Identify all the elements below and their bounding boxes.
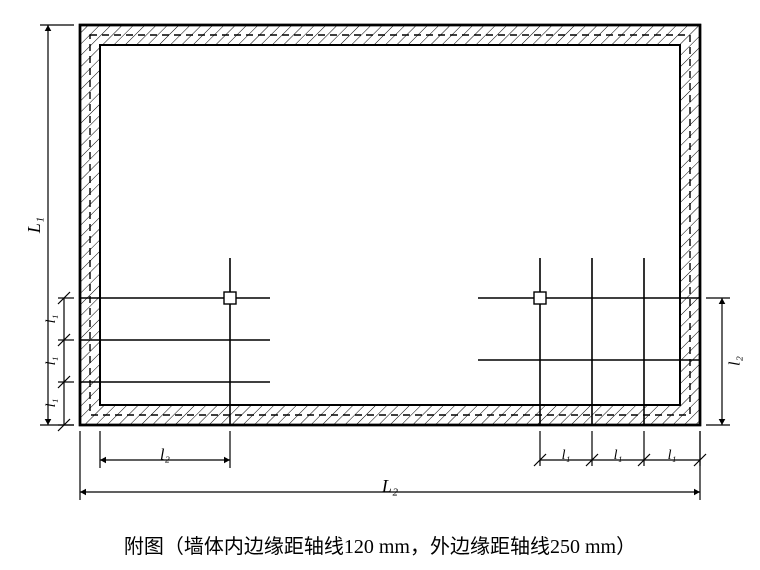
svg-text:l₁: l₁ — [44, 399, 59, 408]
svg-text:L₂: L₂ — [381, 476, 398, 496]
svg-text:L₁: L₁ — [24, 217, 44, 234]
svg-text:l₂: l₂ — [727, 356, 744, 366]
svg-text:l₁: l₁ — [614, 448, 623, 463]
svg-text:l₂: l₂ — [160, 447, 170, 464]
diagram-canvas: L₁ l₁ l₁ l₁ l₂ l₂ l₁ l₁ l₁ L₂ 附图（墙体内边缘距轴线120 mm，外… — [0, 0, 760, 570]
svg-text:l₁: l₁ — [668, 448, 677, 463]
svg-text:l₁: l₁ — [562, 448, 571, 463]
diagram-svg: L₁ l₁ l₁ l₁ l₂ l₂ l₁ l₁ l₁ L₂ — [0, 0, 760, 570]
svg-text:l₁: l₁ — [44, 315, 59, 324]
caption-text: 附图（墙体内边缘距轴线120 mm，外边缘距轴线250 mm） — [0, 530, 760, 559]
svg-text:l₁: l₁ — [44, 357, 59, 366]
